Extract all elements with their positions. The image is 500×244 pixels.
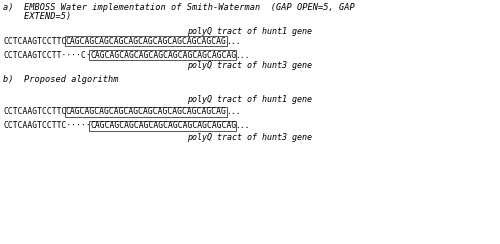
Bar: [89, 50, 236, 61]
Text: ...: ...: [226, 37, 240, 45]
Text: CCTCAAGTCCTT····C·: CCTCAAGTCCTT····C·: [3, 51, 91, 60]
Bar: [65, 107, 226, 117]
Bar: [89, 121, 236, 132]
Text: CAGCAGCAGCAGCAGCAGCAGCAGCAGCAG: CAGCAGCAGCAGCAGCAGCAGCAGCAGCAG: [90, 51, 236, 60]
Text: CAGCAGCAGCAGCAGCAGCAGCAGCAGCAG: CAGCAGCAGCAGCAGCAGCAGCAGCAGCAG: [90, 122, 236, 131]
Text: CCTCAAGTCCTTC: CCTCAAGTCCTTC: [3, 37, 66, 45]
Text: polyQ tract of hunt3 gene: polyQ tract of hunt3 gene: [188, 61, 312, 70]
Text: CCTCAAGTCCTTC·····: CCTCAAGTCCTTC·····: [3, 122, 91, 131]
Text: ...: ...: [236, 51, 250, 60]
Text: CAGCAGCAGCAGCAGCAGCAGCAGCAGCAGCAG: CAGCAGCAGCAGCAGCAGCAGCAGCAGCAGCAG: [66, 108, 227, 116]
Text: CCTCAAGTCCTTC: CCTCAAGTCCTTC: [3, 108, 66, 116]
Text: ...: ...: [226, 108, 240, 116]
Text: polyQ tract of hunt1 gene: polyQ tract of hunt1 gene: [188, 27, 312, 35]
Text: a)  EMBOSS Water implementation of Smith-Waterman  (GAP OPEN=5, GAP: a) EMBOSS Water implementation of Smith-…: [3, 2, 355, 11]
Text: b)  Proposed algorithm: b) Proposed algorithm: [3, 75, 118, 84]
Text: ...: ...: [236, 122, 250, 131]
Bar: [65, 36, 226, 46]
Text: CAGCAGCAGCAGCAGCAGCAGCAGCAGCAGCAG: CAGCAGCAGCAGCAGCAGCAGCAGCAGCAGCAG: [66, 37, 227, 45]
Text: polyQ tract of hunt1 gene: polyQ tract of hunt1 gene: [188, 95, 312, 104]
Text: polyQ tract of hunt3 gene: polyQ tract of hunt3 gene: [188, 132, 312, 142]
Text: EXTEND=5): EXTEND=5): [3, 11, 71, 20]
